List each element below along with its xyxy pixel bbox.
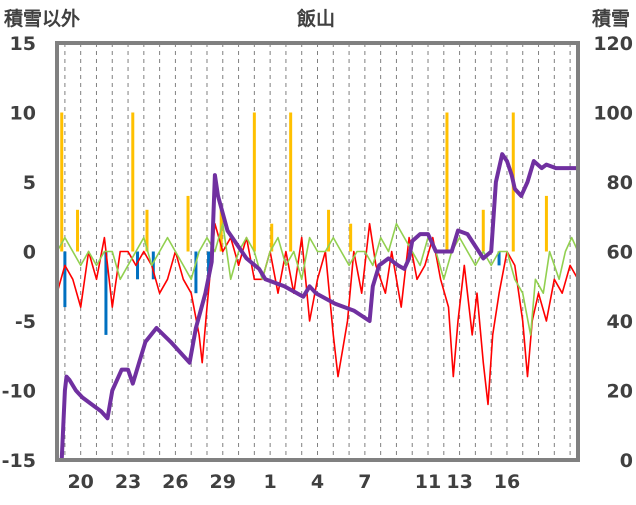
- bar: [60, 112, 64, 252]
- snow-depth-line: [57, 152, 578, 462]
- x-tick-label: 16: [494, 471, 520, 493]
- bar: [481, 209, 485, 252]
- x-tick-label: 11: [415, 471, 441, 493]
- y-right-tick-label: 40: [607, 311, 633, 333]
- bar: [289, 112, 293, 252]
- y-axis-left-label: 積雪以外: [4, 7, 80, 30]
- series-line: [56, 222, 579, 336]
- bar: [349, 223, 353, 252]
- y-left-tick-label: 10: [10, 103, 36, 125]
- bar: [131, 112, 135, 252]
- x-tick-label: 13: [446, 471, 472, 493]
- y-axis-right-label: 積雪: [592, 7, 630, 30]
- bar: [252, 112, 256, 252]
- y-left-tick-label: -10: [2, 381, 36, 403]
- x-tick-label: 1: [264, 471, 277, 493]
- x-tick-label: 7: [358, 471, 371, 493]
- plot-frame: [55, 41, 580, 462]
- bar: [445, 112, 449, 252]
- bar: [327, 209, 331, 252]
- bar-series: [60, 112, 548, 335]
- bar: [104, 251, 108, 335]
- x-tick-label: 23: [115, 471, 141, 493]
- y-right-tick-label: 80: [607, 172, 633, 194]
- line-series: [56, 152, 579, 462]
- y-right-tick-label: 0: [620, 450, 633, 472]
- bar: [207, 251, 211, 280]
- bar: [270, 223, 274, 252]
- y-axis-right-ticks: 120 100 80 60 40 20 0: [593, 33, 633, 472]
- y-right-tick-label: 120: [593, 33, 633, 55]
- bar: [186, 195, 190, 252]
- y-left-tick-label: -15: [2, 450, 36, 472]
- y-right-tick-label: 100: [593, 103, 633, 125]
- chart-title: 飯山: [296, 7, 335, 30]
- y-left-tick-label: 0: [23, 242, 36, 264]
- bar: [151, 251, 155, 280]
- y-left-tick-label: 15: [10, 33, 36, 55]
- bar: [194, 251, 198, 294]
- x-tick-label: 29: [210, 471, 236, 493]
- x-axis-ticks: 20 23 26 29 1 4 7 11 13 16: [67, 471, 520, 493]
- x-tick-label: 4: [311, 471, 324, 493]
- y-left-tick-label: -5: [15, 311, 36, 333]
- plot-border: [55, 41, 580, 462]
- x-tick-label: 26: [162, 471, 188, 493]
- bar: [497, 251, 501, 266]
- y-left-tick-label: 5: [23, 172, 36, 194]
- bar: [63, 251, 67, 308]
- bar: [136, 251, 140, 280]
- bar: [544, 195, 548, 252]
- y-right-tick-label: 60: [607, 242, 633, 264]
- y-axis-left-ticks: 15 10 5 0 -5 -10 -15: [2, 33, 36, 472]
- bar: [76, 209, 80, 252]
- bar: [145, 209, 149, 252]
- y-right-tick-label: 20: [607, 381, 633, 403]
- x-tick-label: 20: [67, 471, 93, 493]
